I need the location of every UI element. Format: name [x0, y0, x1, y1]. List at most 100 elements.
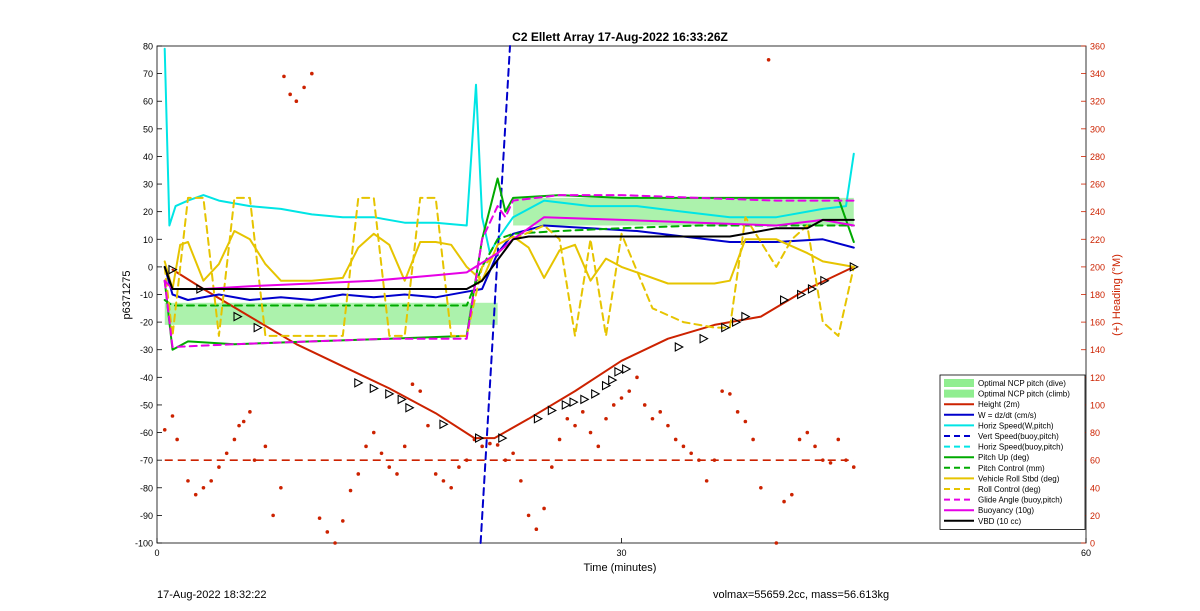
- heading-point: [418, 389, 423, 393]
- heading-point: [263, 444, 268, 449]
- legend-label: Roll Control (deg): [978, 485, 1041, 494]
- heading-point: [673, 437, 678, 442]
- heading-point: [325, 530, 330, 534]
- marker-layer: [168, 261, 859, 443]
- heading-point: [759, 485, 763, 490]
- triangle-marker: [849, 261, 859, 272]
- heading-point: [441, 479, 446, 483]
- y2-tick-label: 360: [1090, 42, 1105, 52]
- heading-point: [766, 58, 771, 62]
- heading-point: [464, 458, 469, 462]
- x-tick-label: 60: [1081, 548, 1091, 558]
- heading-point: [364, 444, 368, 449]
- heading-point: [542, 506, 546, 511]
- triangle-marker: [820, 275, 830, 286]
- series-vbd-10-cc: [163, 218, 855, 290]
- triangle-marker: [397, 394, 407, 405]
- series-pitch-up-deg: [163, 177, 855, 351]
- triangle-marker: [547, 405, 557, 416]
- triangle-marker: [405, 402, 415, 413]
- heading-point: [712, 458, 717, 462]
- y-tick-label: -70: [140, 456, 153, 466]
- heading-point: [851, 465, 856, 469]
- series-buoyancy-10g: [163, 216, 855, 290]
- heading-point: [217, 465, 221, 469]
- heading-point: [410, 382, 415, 387]
- y-tick-label: -40: [140, 373, 153, 383]
- x-axis-label: Time (minutes): [584, 562, 657, 574]
- y-tick-label: 60: [143, 97, 153, 107]
- series-height-2m: [171, 265, 855, 440]
- heading-point: [480, 444, 484, 449]
- footer-summary: volmax=55659.2cc, mass=56.613kg: [713, 589, 890, 601]
- heading-point: [797, 437, 802, 442]
- legend-swatch: [944, 379, 974, 387]
- y2-tick-label: 280: [1090, 152, 1105, 162]
- heading-point: [743, 419, 748, 424]
- legend-label: Horiz Speed(W,pitch): [978, 421, 1054, 430]
- y2-tick-label: 0: [1090, 539, 1095, 549]
- series-vert-speed-buoy-pitch: [479, 45, 511, 544]
- heading-point: [635, 375, 639, 380]
- triangle-marker: [591, 388, 601, 399]
- heading-point: [252, 458, 257, 462]
- heading-point: [658, 410, 663, 414]
- heading-point: [689, 451, 693, 456]
- heading-point: [604, 416, 608, 421]
- y-tick-label: -10: [140, 290, 153, 300]
- heading-point: [162, 427, 167, 432]
- y-tick-label: -20: [140, 318, 153, 328]
- heading-point: [503, 458, 508, 462]
- y2-tick-label: 200: [1090, 262, 1105, 272]
- legend-label: Height (2m): [978, 400, 1020, 409]
- heading-point: [735, 410, 740, 414]
- legend-label: VBD (10 cc): [978, 517, 1021, 526]
- y-tick-label: -60: [140, 428, 153, 438]
- heading-point: [193, 492, 198, 497]
- heading-point: [519, 479, 523, 483]
- y2-tick-label: 60: [1090, 456, 1100, 466]
- heading-point: [495, 443, 500, 447]
- triangle-marker: [354, 377, 364, 388]
- triangle-marker: [580, 394, 590, 405]
- triangle-marker: [780, 295, 790, 305]
- legend-box: [939, 374, 1086, 530]
- heading-point: [650, 416, 655, 421]
- heading-point: [282, 74, 286, 79]
- heading-point: [449, 485, 453, 490]
- y-tick-label: -90: [140, 511, 153, 521]
- heading-point: [619, 396, 624, 400]
- triangle-marker: [253, 322, 263, 333]
- y2-axis-label: (+) Heading (°M): [1111, 254, 1123, 336]
- heading-point: [288, 92, 292, 97]
- y2-tick-label: 120: [1090, 373, 1105, 383]
- heading-point: [580, 410, 585, 414]
- series-w-dz-dt-cm-s: [163, 224, 855, 301]
- heading-point: [557, 437, 562, 442]
- heading-point: [356, 472, 361, 476]
- y2-tick-label: 40: [1090, 483, 1100, 493]
- triangle-marker: [385, 388, 395, 399]
- y2-tick-label: 160: [1090, 318, 1105, 328]
- legend-label: Pitch Up (deg): [978, 453, 1029, 462]
- heading-point: [805, 430, 810, 435]
- heading-point: [271, 513, 275, 518]
- heading-point: [813, 444, 817, 449]
- series-layer: [163, 45, 855, 544]
- y-tick-label: -80: [140, 483, 153, 493]
- triangle-marker: [498, 433, 508, 443]
- heading-point: [550, 465, 554, 469]
- heading-point: [790, 492, 794, 497]
- heading-point: [488, 441, 492, 446]
- triangle-marker: [721, 322, 731, 333]
- heading-point: [379, 451, 384, 456]
- heading-point: [395, 472, 399, 476]
- heading-point: [302, 85, 306, 90]
- y2-tick-label: 220: [1090, 235, 1105, 245]
- heading-point: [627, 389, 632, 393]
- heading-point: [704, 479, 709, 483]
- y-tick-label: -30: [140, 345, 153, 355]
- heading-point: [844, 458, 848, 462]
- ncp-band-0: [164, 302, 498, 325]
- legend-label: Glide Angle (buoy,pitch): [978, 496, 1063, 505]
